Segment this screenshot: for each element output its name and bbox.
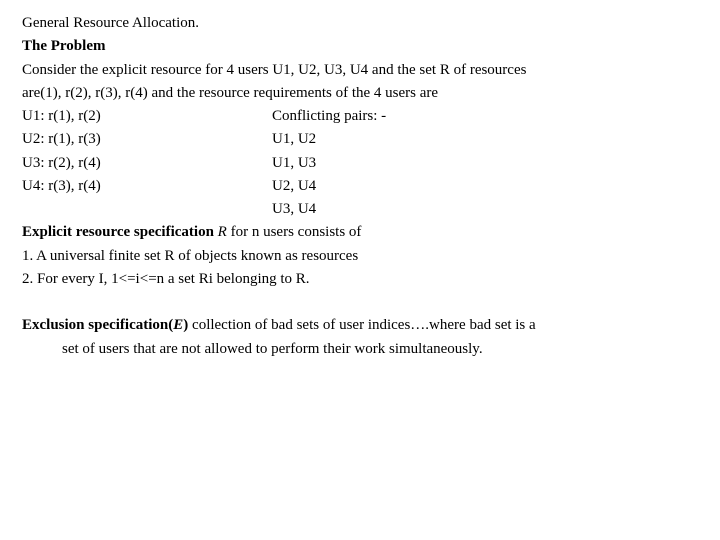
explicit-spec-suffix: for n users consists of [231,224,362,240]
intro-line-1: Consider the explicit resource for 4 use… [22,59,698,82]
user-resources [22,198,272,221]
explicit-spec-line: Explicit resource specification R for n … [22,221,698,244]
exclusion-label: Exclusion specification( [22,317,173,333]
exclusion-body-2: set of users that are not allowed to per… [22,338,698,361]
user-resources: U3: r(2), r(4) [22,152,272,175]
user-resources: U4: r(3), r(4) [22,175,272,198]
explicit-item-1: 1. A universal finite set R of objects k… [22,245,698,268]
blank-line [22,291,698,314]
exclusion-body-1: collection of bad sets of user indices….… [192,317,536,333]
explicit-spec-label: Explicit resource specification [22,224,218,240]
conflict-pair: U2, U4 [272,175,698,198]
conflict-pair: U1, U2 [272,128,698,151]
conflict-pair: U1, U3 [272,152,698,175]
exclusion-spec: Exclusion specification(E) collection of… [22,314,698,361]
conflict-label: Conflicting pairs: - [272,105,698,128]
explicit-item-2: 2. For every I, 1<=i<=n a set Ri belongi… [22,268,698,291]
document-body: General Resource Allocation. The Problem… [0,0,720,373]
problem-heading: The Problem [22,35,698,58]
exclusion-close: ) [183,317,192,333]
exclusion-var: E [173,317,183,333]
resource-row: U1: r(1), r(2) Conflicting pairs: - [22,105,698,128]
resource-row: U3: r(2), r(4) U1, U3 [22,152,698,175]
conflict-pair: U3, U4 [272,198,698,221]
resource-row: U2: r(1), r(3) U1, U2 [22,128,698,151]
user-resources: U2: r(1), r(3) [22,128,272,151]
explicit-spec-var: R [218,224,231,240]
intro-line-2: are(1), r(2), r(3), r(4) and the resourc… [22,82,698,105]
resource-row: U3, U4 [22,198,698,221]
resource-row: U4: r(3), r(4) U2, U4 [22,175,698,198]
title: General Resource Allocation. [22,12,698,35]
user-resources: U1: r(1), r(2) [22,105,272,128]
